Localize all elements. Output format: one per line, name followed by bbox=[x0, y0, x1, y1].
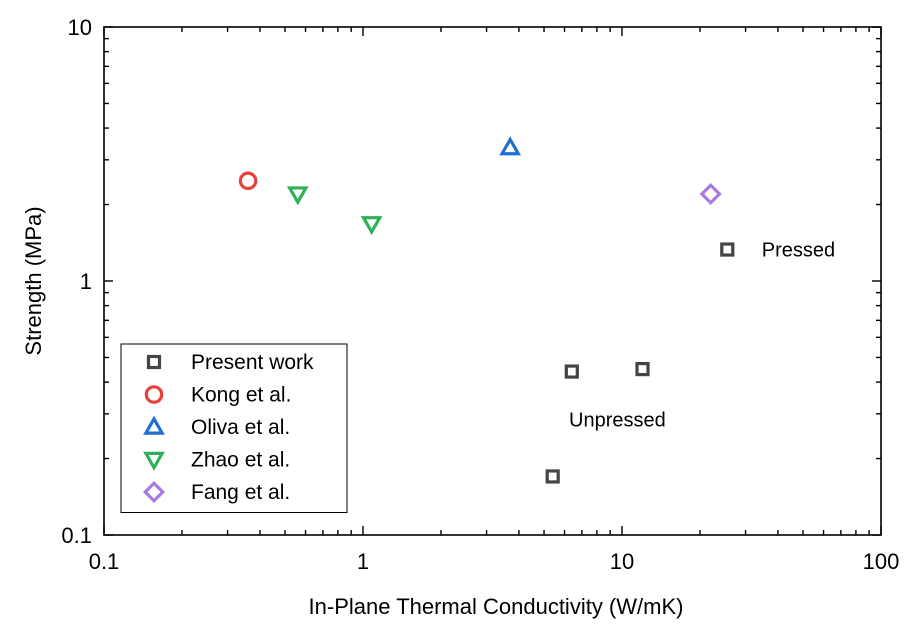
annotation-label: Pressed bbox=[762, 240, 835, 262]
legend-marker-triangle-up bbox=[143, 415, 165, 435]
legend-label: Oliva et al. bbox=[191, 416, 290, 439]
legend-marker-circle bbox=[144, 385, 164, 404]
data-point-triangle-down bbox=[286, 186, 309, 206]
y-tick-label: 0.1 bbox=[61, 523, 92, 548]
annotation-label: Unpressed bbox=[569, 409, 666, 431]
axis-ticks bbox=[103, 26, 882, 536]
y-tick-label: 10 bbox=[68, 15, 92, 40]
annotations: Pressed Unpressed bbox=[569, 240, 835, 432]
data-point-square bbox=[545, 469, 560, 484]
x-tick-label: 0.1 bbox=[89, 549, 120, 574]
legend-label: Present work bbox=[191, 351, 314, 374]
legend-label: Zhao et al. bbox=[191, 449, 290, 472]
x-axis-title: In-Plane Thermal Conductivity (W/mK) bbox=[309, 594, 684, 619]
y-tick-label: 1 bbox=[80, 269, 92, 294]
data-point-square bbox=[720, 242, 735, 257]
data-point-triangle-up bbox=[499, 136, 522, 156]
legend-label: Kong et al. bbox=[191, 384, 291, 407]
data-point-circle bbox=[238, 171, 258, 191]
data-point-square bbox=[635, 361, 650, 377]
legend-marker-diamond bbox=[142, 480, 166, 504]
legend: Present work Kong et al. Oliva et al. Zhao … bbox=[120, 343, 348, 513]
data-point-diamond bbox=[699, 182, 722, 206]
legend-marker-square bbox=[146, 354, 162, 370]
x-tick-label: 100 bbox=[863, 549, 900, 574]
y-axis-title: Strength (MPa) bbox=[21, 206, 46, 355]
x-tick-label: 1 bbox=[357, 549, 369, 574]
x-tick-label: 10 bbox=[610, 549, 634, 574]
legend-label: Fang et al. bbox=[191, 481, 290, 504]
tick-labels: 0.1 1 10 100 0.1 1 10 bbox=[61, 15, 899, 574]
data-point-triangle-down bbox=[360, 216, 383, 236]
legend-marker-triangle-down bbox=[143, 451, 165, 471]
data-points bbox=[238, 136, 735, 484]
data-point-square bbox=[564, 364, 579, 379]
